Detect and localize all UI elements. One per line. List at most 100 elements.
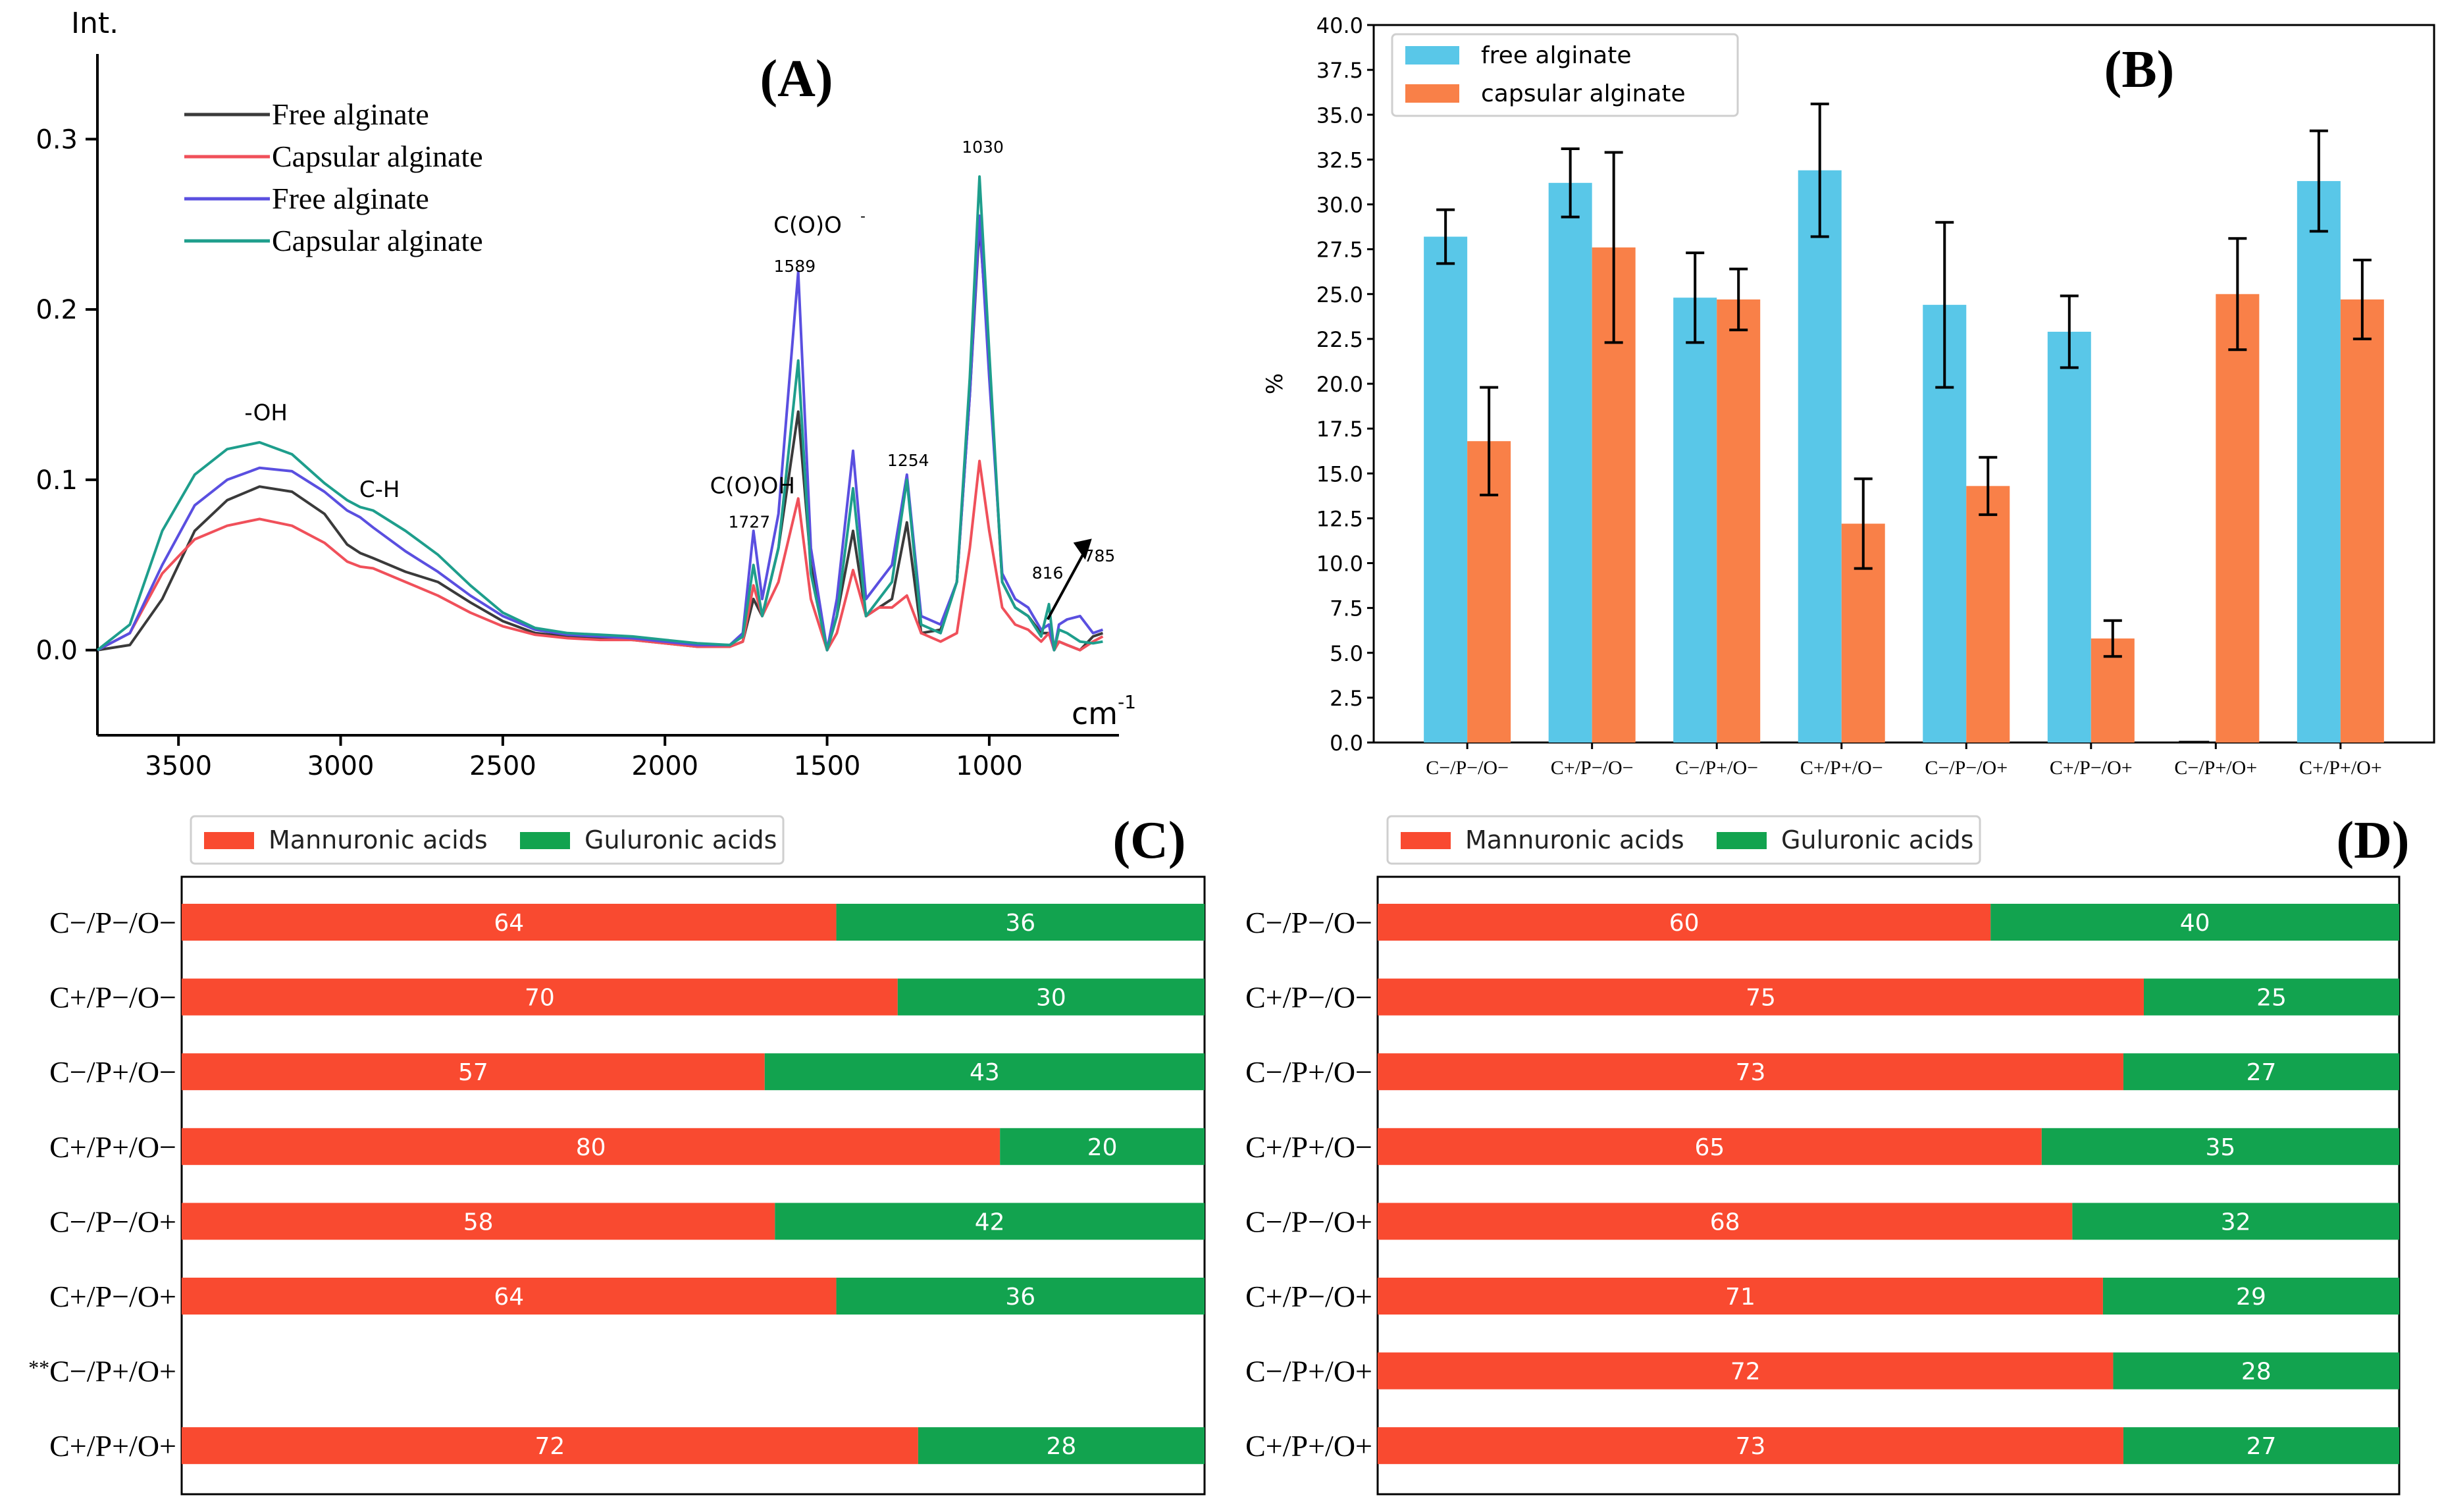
bar-value-label: 71: [1725, 1284, 1755, 1311]
guluronic-bar: [764, 1053, 1205, 1091]
guluronic-bar: [775, 1203, 1205, 1240]
row-label: C−/P−/O+: [49, 1205, 176, 1238]
bar-value-label: 27: [2247, 1059, 2277, 1086]
guluronic-bar: [897, 978, 1205, 1016]
x-tick-label: C−/P+/O−: [1675, 757, 1758, 779]
bar-value-label: 64: [494, 1284, 524, 1311]
row-label-text: C−/P−/O−: [49, 906, 176, 939]
x-tick-label: C+/P+/O−: [1800, 757, 1883, 779]
x-tick-label: C−/P+/O+: [2174, 757, 2257, 779]
panel-label: (A): [760, 50, 833, 108]
panel-d-acid-composition: 60 40 C−/P−/O− 75 25 C+/P−/O− 73 27 C−/P+/O− 65 35…: [1245, 812, 2410, 1496]
bar-value-label: 36: [1005, 910, 1035, 937]
row-label-text: C−/P+/O−: [49, 1055, 176, 1089]
mannuronic-bar: [1378, 1427, 2123, 1465]
mannuronic-bar: [1378, 1053, 2123, 1091]
row-label: **C−/P+/O+: [28, 1355, 176, 1388]
row-label-text: C+/P−/O+: [1245, 1280, 1372, 1313]
y-tick-label: 12.5: [1316, 506, 1363, 531]
bar-value-label: 72: [1730, 1359, 1761, 1386]
legend-label: Capsular alginate: [272, 224, 483, 257]
bar-value-label: 42: [975, 1209, 1005, 1236]
y-tick-label: 10.0: [1316, 552, 1363, 577]
bar-capsular: [2340, 299, 2384, 743]
bar-free: [1548, 182, 1592, 743]
legend-label: Free alginate: [272, 182, 429, 215]
legend-box: [1386, 815, 1981, 865]
mannuronic-bar: [182, 904, 837, 941]
row-label: C+/P−/O+: [1245, 1280, 1372, 1313]
mannuronic-bar: [182, 1053, 765, 1091]
x-tick-label: C+/P+/O+: [2299, 757, 2382, 779]
mannuronic-bar: [1378, 978, 2144, 1016]
row-label-text: C+/P−/O−: [1245, 981, 1372, 1014]
x-tick-label: C+/P−/O−: [1551, 757, 1634, 779]
row-label: C−/P+/O−: [49, 1055, 176, 1089]
bar-capsular: [1717, 299, 1761, 743]
guluronic-bar: [2123, 1053, 2399, 1091]
guluronic-bar: [836, 904, 1205, 941]
peak-arrow-head: [1073, 538, 1092, 560]
bar-free: [1798, 170, 1842, 743]
row-label-text: C+/P+/O+: [1245, 1429, 1372, 1463]
y-tick-label: 7.5: [1330, 596, 1363, 621]
bar-value-label: 30: [1036, 985, 1066, 1012]
legend-swatch: [1405, 46, 1459, 65]
x-tick-label: 3000: [307, 751, 375, 781]
mannuronic-bar: [182, 1203, 775, 1240]
panel-a-ftir-spectrum: 3500 3000 2500 2000 1500 1000 0.0 0.1 0.2 0.3 Int.…: [36, 7, 1136, 781]
legend-label: free alginate: [1481, 42, 1631, 69]
y-tick-label: 22.5: [1316, 327, 1363, 352]
peak-annotation: 1030: [962, 138, 1004, 157]
bar-value-label: 57: [458, 1059, 488, 1086]
spectrum-line-3: [96, 175, 1103, 652]
row-label-text: C+/P+/O+: [49, 1429, 176, 1463]
bar-free: [2297, 181, 2341, 743]
row-label-text: C−/P+/O+: [49, 1355, 176, 1388]
guluronic-bar: [2041, 1128, 2399, 1165]
y-tick-label: 17.5: [1316, 417, 1363, 442]
x-tick-label: C−/P−/O+: [1925, 757, 2008, 779]
bar-free: [2047, 331, 2091, 743]
guluronic-bar: [836, 1278, 1205, 1315]
bar-value-label: 35: [2205, 1134, 2235, 1161]
bar-capsular: [1966, 486, 2010, 743]
mannuronic-bar: [182, 1427, 918, 1465]
mannuronic-bar: [182, 1128, 1000, 1165]
legend-swatch: [1405, 84, 1459, 103]
x-tick-label: 2000: [631, 751, 698, 781]
row-label: C+/P+/O−: [1245, 1130, 1372, 1164]
y-tick-label: 0.1: [36, 465, 78, 496]
panel-label: (C): [1112, 812, 1185, 870]
bar-free: [1424, 236, 1468, 743]
bar-value-label: 70: [525, 985, 555, 1012]
y-tick-label: 2.5: [1330, 686, 1363, 711]
mannuronic-bar: [1378, 904, 1991, 941]
y-tick-label: 35.0: [1316, 103, 1363, 128]
row-label: C−/P+/O−: [1245, 1055, 1372, 1089]
bar-value-label: 73: [1736, 1433, 1766, 1460]
y-tick-label: 32.5: [1316, 147, 1363, 172]
panel-c-acid-composition: 64 36 C−/P−/O− 70 30 C+/P−/O− 57 43 C−/P+/O− 80 20…: [28, 812, 1206, 1496]
panel-b-alginate-bar-chart: 0.0 2.5 5.0 7.5 10.0 12.5 15.0 17.5 20.0 22.5 25.0…: [1262, 13, 2435, 779]
guluronic-bar: [1990, 904, 2399, 941]
x-tick-label: 3500: [145, 751, 212, 781]
mannuronic-bar: [182, 1278, 837, 1315]
spectrum-line-0: [97, 222, 1104, 652]
legend-swatch: [1401, 832, 1451, 849]
row-label: C−/P−/O−: [49, 906, 176, 939]
x-tick-label: 1500: [794, 751, 861, 781]
peak-annotation: 816: [1032, 563, 1064, 583]
y-tick-label: 25.0: [1316, 282, 1363, 307]
row-label-text: C−/P−/O−: [1245, 906, 1372, 939]
mannuronic-bar: [1378, 1352, 2114, 1390]
row-label-text: C+/P+/O−: [49, 1130, 176, 1164]
y-axis-label: %: [1262, 373, 1288, 394]
guluronic-bar: [2072, 1203, 2399, 1240]
legend-label: capsular alginate: [1481, 80, 1686, 107]
row-label-text: C+/P−/O+: [49, 1280, 176, 1313]
bar-value-label: 64: [494, 910, 524, 937]
plot-frame: [1372, 24, 2435, 744]
guluronic-bar: [2144, 978, 2399, 1016]
